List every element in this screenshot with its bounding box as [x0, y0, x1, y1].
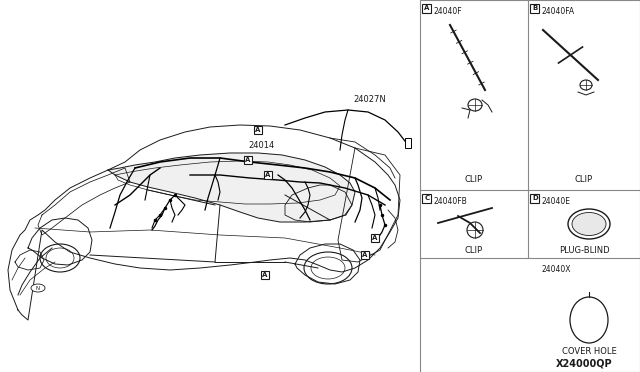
Text: D: D [532, 195, 538, 201]
Text: A: A [424, 5, 429, 11]
Bar [422, 193, 431, 202]
Text: A: A [362, 252, 368, 258]
Bar [244, 156, 252, 164]
Text: 24040FA: 24040FA [542, 7, 575, 16]
Text: 24040E: 24040E [542, 197, 571, 206]
Text: A: A [255, 127, 260, 133]
Text: COVER HOLE: COVER HOLE [562, 347, 616, 356]
Text: A: A [245, 157, 251, 163]
Text: 24040X: 24040X [542, 265, 572, 274]
Text: 24040F: 24040F [434, 7, 463, 16]
Text: A: A [262, 272, 268, 278]
Bar [422, 3, 431, 13]
Text: 24014: 24014 [248, 141, 275, 150]
Text: C: C [424, 195, 429, 201]
Bar [405, 138, 411, 148]
Text: X24000QP: X24000QP [556, 358, 612, 368]
Bar [531, 193, 540, 202]
Text: B: B [532, 5, 538, 11]
Text: CLIP: CLIP [465, 175, 483, 184]
Text: A: A [372, 235, 378, 241]
Ellipse shape [31, 284, 45, 292]
Bar [254, 126, 262, 134]
Text: PLUG-BLIND: PLUG-BLIND [559, 246, 609, 255]
Bar [420, 0, 640, 372]
Bar [531, 3, 540, 13]
Text: 24040FB: 24040FB [434, 197, 468, 206]
Text: N: N [36, 285, 40, 291]
Bar [371, 234, 379, 242]
Text: 24027N: 24027N [353, 95, 386, 104]
Text: A: A [266, 172, 271, 178]
Bar [361, 251, 369, 259]
Text: CLIP: CLIP [465, 246, 483, 255]
Bar [264, 171, 272, 179]
Polygon shape [108, 153, 355, 222]
Bar [261, 271, 269, 279]
Text: CLIP: CLIP [575, 175, 593, 184]
Ellipse shape [572, 212, 606, 235]
